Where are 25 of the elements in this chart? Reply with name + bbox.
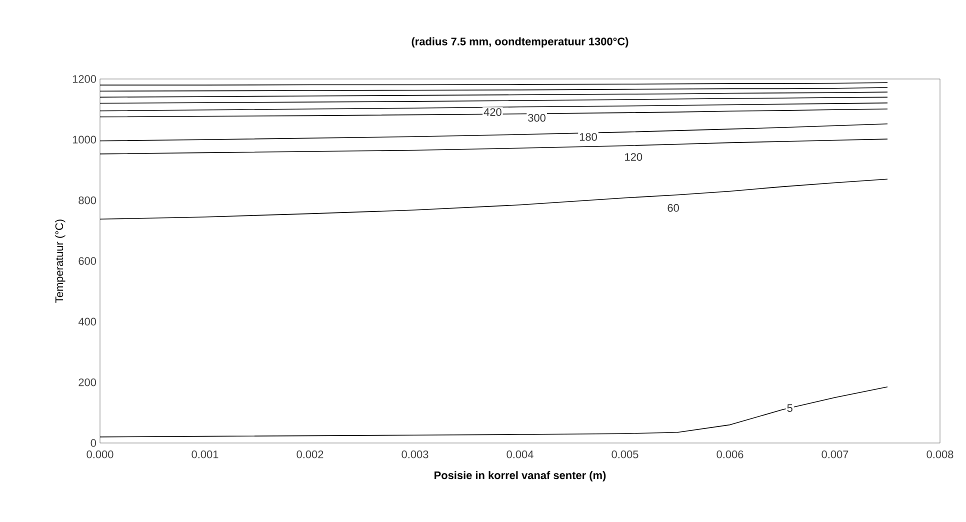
- annotation: 180: [580, 133, 597, 141]
- chart-title: (radius 7.5 mm, oondtemperatuur 1300°C): [412, 37, 628, 48]
- x-axis-title: Posisie in korrel vanaf senter (m): [434, 471, 606, 482]
- x-tick-label: 0.008: [926, 450, 954, 458]
- annotation: 300: [528, 114, 546, 122]
- x-tick-label: 0.000: [86, 450, 114, 458]
- y-tick-label: 200: [78, 378, 96, 386]
- x-tick-label: 0.004: [506, 450, 534, 458]
- y-axis-title: Temperatuur (°C): [55, 220, 66, 303]
- y-tick-label: 800: [78, 196, 96, 204]
- annotation: 60: [668, 204, 679, 212]
- x-tick-label: 0.003: [402, 450, 428, 458]
- y-tick-label: 1000: [72, 136, 96, 144]
- annotation: 420: [484, 108, 502, 116]
- y-tick-label: 0: [90, 439, 96, 447]
- y-tick-label: 400: [78, 318, 96, 326]
- x-tick-label: 0.006: [716, 450, 744, 458]
- y-tick-label: 1200: [72, 75, 96, 83]
- x-tick-label: 0.001: [192, 450, 218, 458]
- x-tick-label: 0.005: [612, 450, 638, 458]
- x-tick-label: 0.007: [822, 450, 848, 458]
- y-tick-label: 600: [78, 257, 96, 265]
- annotation: 120: [625, 153, 642, 161]
- x-tick-label: 0.002: [296, 450, 324, 458]
- annotation: 5: [787, 404, 792, 412]
